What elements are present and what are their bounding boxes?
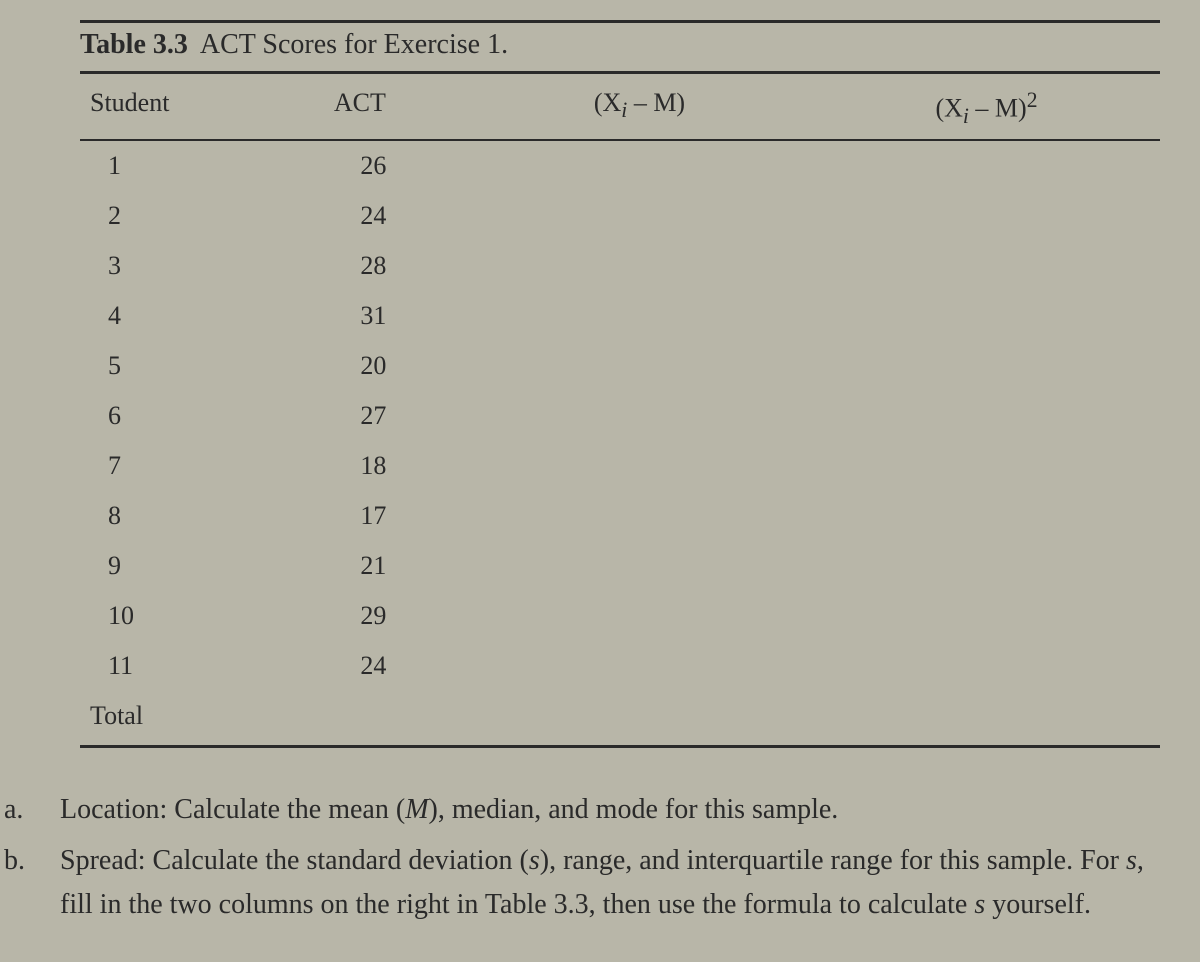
table-row: 817 [80, 491, 1160, 541]
col-header-student: Student [80, 88, 254, 129]
cell-deviation-squared [819, 201, 1160, 231]
table-row: 328 [80, 241, 1160, 291]
cell-deviation [478, 401, 819, 431]
cell-student: 8 [80, 501, 269, 531]
cell-act: 31 [269, 301, 478, 331]
table-body: 12622432843152062771881792110291124 [80, 141, 1160, 691]
cell-deviation-squared [819, 151, 1160, 181]
cell-deviation [478, 601, 819, 631]
cell-act: 27 [269, 401, 478, 431]
cell-deviation [478, 351, 819, 381]
table-row: 921 [80, 541, 1160, 591]
cell-deviation-squared [819, 401, 1160, 431]
cell-deviation [478, 501, 819, 531]
table-caption: ACT Scores for Exercise 1. [200, 29, 508, 61]
cell-deviation [478, 251, 819, 281]
table-row: 627 [80, 391, 1160, 441]
table-row: 1124 [80, 641, 1160, 691]
question-b-letter: b. [4, 839, 60, 926]
table-row: 431 [80, 291, 1160, 341]
question-a: a. Location: Calculate the mean (M), med… [60, 788, 1170, 831]
cell-act: 17 [269, 501, 478, 531]
cell-student: 9 [80, 551, 269, 581]
table-3-3: Table 3.3 ACT Scores for Exercise 1. Stu… [80, 20, 1160, 748]
cell-act: 28 [269, 251, 478, 281]
question-b: b. Spread: Calculate the standard deviat… [60, 839, 1170, 926]
cell-act: 24 [269, 201, 478, 231]
cell-deviation [478, 151, 819, 181]
total-label: Total [80, 701, 254, 731]
cell-student: 4 [80, 301, 269, 331]
cell-student: 5 [80, 351, 269, 381]
cell-deviation-squared [819, 651, 1160, 681]
cell-student: 1 [80, 151, 269, 181]
cell-deviation-squared [819, 501, 1160, 531]
table-row: 1029 [80, 591, 1160, 641]
table-row: 520 [80, 341, 1160, 391]
cell-student: 11 [80, 651, 269, 681]
cell-deviation [478, 301, 819, 331]
question-b-text: Spread: Calculate the standard deviation… [60, 839, 1170, 926]
table-row: 224 [80, 191, 1160, 241]
question-a-text: Location: Calculate the mean (M), median… [60, 788, 1170, 831]
cell-student: 7 [80, 451, 269, 481]
cell-act: 20 [269, 351, 478, 381]
cell-deviation [478, 551, 819, 581]
cell-deviation [478, 451, 819, 481]
cell-student: 10 [80, 601, 269, 631]
cell-student: 3 [80, 251, 269, 281]
question-a-letter: a. [4, 788, 60, 831]
col-header-deviation-squared: (Xi – M)2 [813, 88, 1160, 129]
cell-student: 2 [80, 201, 269, 231]
table-header-row: Student ACT (Xi – M) (Xi – M)2 [80, 74, 1160, 141]
table-number: Table 3.3 [80, 29, 188, 61]
cell-deviation-squared [819, 601, 1160, 631]
cell-deviation-squared [819, 551, 1160, 581]
col-header-act: ACT [254, 88, 466, 129]
questions: a. Location: Calculate the mean (M), med… [60, 788, 1170, 926]
table-row: 126 [80, 141, 1160, 191]
cell-deviation-squared [819, 301, 1160, 331]
cell-act: 18 [269, 451, 478, 481]
cell-deviation [478, 651, 819, 681]
table-total-row: Total [80, 691, 1160, 748]
table-row: 718 [80, 441, 1160, 491]
cell-act: 24 [269, 651, 478, 681]
cell-deviation-squared [819, 451, 1160, 481]
cell-student: 6 [80, 401, 269, 431]
cell-act: 21 [269, 551, 478, 581]
cell-deviation-squared [819, 251, 1160, 281]
cell-act: 29 [269, 601, 478, 631]
cell-deviation [478, 201, 819, 231]
col-header-deviation: (Xi – M) [466, 88, 813, 129]
table-title: Table 3.3 ACT Scores for Exercise 1. [80, 20, 1160, 74]
cell-act: 26 [269, 151, 478, 181]
cell-deviation-squared [819, 351, 1160, 381]
